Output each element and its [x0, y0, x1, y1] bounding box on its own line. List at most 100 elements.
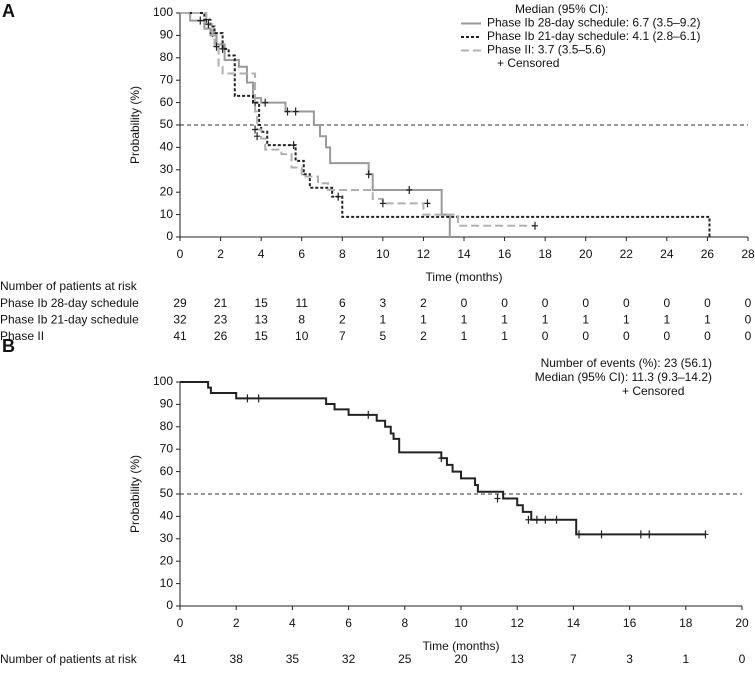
risk-count: 5: [380, 329, 387, 343]
risk-count: 7: [339, 329, 346, 343]
survival-curve: [180, 12, 451, 237]
legend-label: Phase Ib 28-day schedule: 6.7 (3.5–9.2): [487, 16, 700, 30]
risk-row-label: Phase Ib 28-day schedule: [0, 296, 139, 310]
censor-mark: [525, 515, 532, 524]
x-tick-label: 6: [345, 616, 352, 630]
censor-mark: [646, 530, 653, 539]
y-tick-label: 30: [160, 531, 174, 545]
risk-count: 0: [501, 296, 508, 310]
censor-mark: [379, 199, 386, 208]
x-tick-label: 24: [660, 247, 674, 261]
x-tick-label: 12: [511, 616, 525, 630]
risk-count: 6: [339, 296, 346, 310]
risk-count: 0: [745, 329, 752, 343]
risk-count: 0: [582, 329, 589, 343]
risk-count: 38: [230, 652, 244, 666]
risk-count: 1: [542, 313, 549, 327]
risk-count: 0: [582, 296, 589, 310]
x-tick-label: 10: [454, 616, 468, 630]
y-axis-label: Probability (%): [128, 86, 142, 164]
risk-count: 1: [461, 329, 468, 343]
risk-count: 2: [339, 313, 346, 327]
censor-mark: [542, 515, 549, 524]
censor-mark: [252, 125, 259, 134]
x-tick-label: 10: [376, 247, 390, 261]
risk-count: 13: [511, 652, 525, 666]
y-tick-label: 20: [160, 184, 174, 198]
risk-count: 0: [664, 296, 671, 310]
risk-count: 2: [420, 329, 427, 343]
x-tick-label: 6: [298, 247, 305, 261]
x-tick-label: 22: [620, 247, 634, 261]
y-tick-label: 40: [160, 509, 174, 523]
risk-row-label: Phase II: [0, 329, 44, 343]
x-tick-label: 0: [177, 616, 184, 630]
y-tick-label: 60: [160, 95, 174, 109]
legend-title: Median (95% CI):: [515, 2, 608, 16]
x-tick-label: 4: [289, 616, 296, 630]
censor-mark: [576, 530, 583, 539]
survival-curve: [180, 381, 706, 536]
risk-count: 1: [582, 313, 589, 327]
annotation: + Censored: [622, 384, 684, 398]
panel-label: A: [2, 1, 15, 21]
risk-count: 41: [173, 329, 187, 343]
y-tick-label: 0: [166, 229, 173, 243]
risk-count: 1: [461, 313, 468, 327]
risk-count: 0: [745, 313, 752, 327]
legend-label: Phase Ib 21-day schedule: 4.1 (2.8–6.1): [487, 29, 700, 43]
y-tick-label: 70: [160, 441, 174, 455]
censor-mark: [205, 20, 212, 29]
risk-table-title: Number of patients at risk: [0, 652, 138, 666]
censor-mark: [553, 515, 560, 524]
y-tick-label: 30: [160, 162, 174, 176]
x-tick-label: 14: [567, 616, 581, 630]
censor-mark: [284, 107, 291, 116]
censor-mark: [290, 141, 297, 150]
risk-count: 32: [342, 652, 356, 666]
risk-count: 0: [704, 329, 711, 343]
x-tick-label: 8: [339, 247, 346, 261]
censor-mark: [438, 454, 445, 463]
risk-count: 20: [454, 652, 468, 666]
censor-mark: [292, 107, 299, 116]
risk-count: 1: [623, 313, 630, 327]
y-tick-label: 80: [160, 419, 174, 433]
censor-mark: [637, 530, 644, 539]
y-tick-label: 100: [153, 374, 173, 388]
censor-mark: [244, 394, 251, 403]
risk-count: 35: [286, 652, 300, 666]
annotation: Median (95% CI): 11.3 (9.3–14.2): [535, 370, 712, 384]
x-tick-label: 4: [258, 247, 265, 261]
risk-count: 23: [214, 313, 228, 327]
risk-count: 1: [664, 313, 671, 327]
x-tick-label: 14: [457, 247, 471, 261]
risk-count: 8: [298, 313, 305, 327]
risk-count: 1: [704, 313, 711, 327]
risk-count: 0: [704, 296, 711, 310]
survival-curve: [180, 12, 711, 237]
risk-count: 26: [214, 329, 228, 343]
y-tick-label: 50: [160, 117, 174, 131]
y-tick-label: 50: [160, 486, 174, 500]
risk-count: 1: [380, 313, 387, 327]
x-tick-label: 18: [538, 247, 552, 261]
x-tick-label: 28: [741, 247, 755, 261]
x-axis-label: Time (months): [426, 270, 503, 284]
risk-table-title: Number of patients at risk: [0, 279, 138, 293]
x-tick-label: 18: [679, 616, 693, 630]
risk-count: 10: [295, 329, 309, 343]
risk-count: 13: [254, 313, 268, 327]
risk-count: 15: [254, 296, 268, 310]
y-tick-label: 40: [160, 140, 174, 154]
risk-count: 0: [542, 329, 549, 343]
censor-mark: [533, 515, 540, 524]
survival-curve: [180, 12, 535, 227]
censor-mark: [254, 132, 261, 141]
risk-count: 41: [173, 652, 187, 666]
censor-mark: [197, 16, 204, 25]
risk-count: 0: [745, 296, 752, 310]
risk-count: 3: [626, 652, 633, 666]
legend-label: Phase II: 3.7 (3.5–5.6): [487, 43, 606, 57]
x-tick-label: 12: [417, 247, 431, 261]
